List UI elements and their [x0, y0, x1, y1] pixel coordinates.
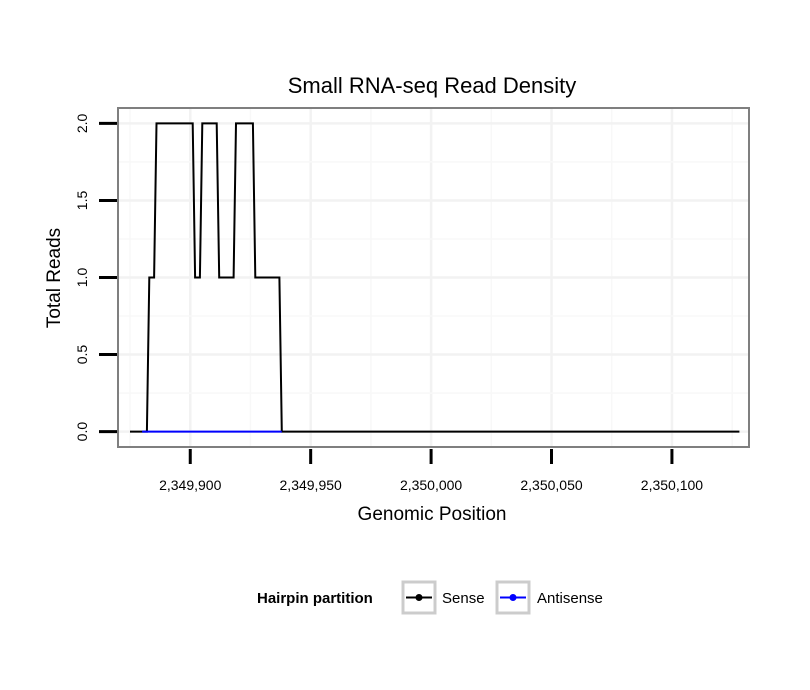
legend-point-sense [415, 594, 423, 601]
y-tick-label: 2.0 [74, 113, 90, 133]
x-tick-label: 2,350,050 [520, 477, 582, 493]
legend-title: Hairpin partition [257, 590, 373, 607]
x-tick-label: 2,349,950 [280, 477, 342, 493]
x-axis-title: Genomic Position [358, 504, 507, 525]
y-tick-label: 1.0 [74, 268, 90, 288]
legend-point-antisense [509, 594, 517, 601]
y-tick-label: 0.5 [74, 345, 90, 365]
y-tick-label: 1.5 [74, 191, 90, 211]
x-tick-label: 2,350,000 [400, 477, 462, 493]
plot-panel-border [117, 107, 750, 448]
grid [118, 108, 749, 447]
x-tick-label: 2,350,100 [641, 477, 703, 493]
y-axis-ticks: 0.0 0.5 1.0 1.5 2.0 [74, 113, 117, 441]
x-axis-ticks: 2,349,900 2,349,950 2,350,000 2,350,050 2,35… [159, 449, 703, 493]
legend-label-sense: Sense [442, 590, 485, 607]
legend: Hairpin partition Sense Antisense [257, 580, 603, 615]
legend-label-antisense: Antisense [537, 590, 603, 607]
x-tick-label: 2,349,900 [159, 477, 221, 493]
series-line-sense [130, 122, 740, 433]
y-tick-label: 0.0 [74, 422, 90, 442]
y-axis-title: Total Reads [44, 228, 65, 328]
chart-title: Small RNA-seq Read Density [288, 73, 577, 98]
series [130, 122, 740, 433]
